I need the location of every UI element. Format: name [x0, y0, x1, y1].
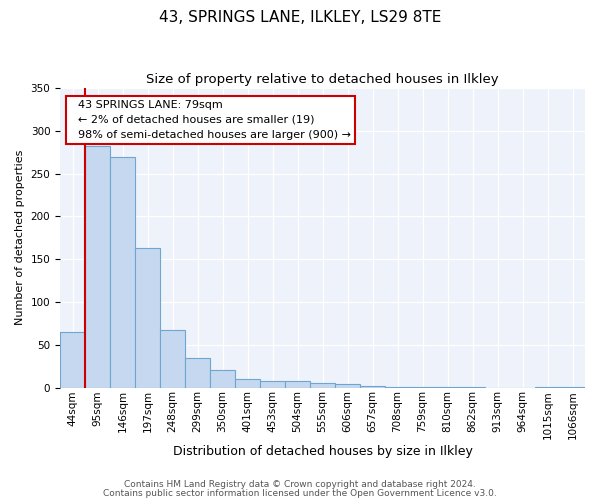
Bar — [285, 380, 310, 388]
Title: Size of property relative to detached houses in Ilkley: Size of property relative to detached ho… — [146, 72, 499, 86]
Text: 43 SPRINGS LANE: 79sqm
  ← 2% of detached houses are smaller (19)
  98% of semi-: 43 SPRINGS LANE: 79sqm ← 2% of detached … — [71, 100, 350, 140]
Bar — [410, 386, 435, 388]
Bar — [160, 330, 185, 388]
Bar — [460, 386, 485, 388]
Bar — [210, 370, 235, 388]
Bar — [560, 386, 585, 388]
Bar — [60, 332, 85, 388]
Text: 43, SPRINGS LANE, ILKLEY, LS29 8TE: 43, SPRINGS LANE, ILKLEY, LS29 8TE — [159, 10, 441, 25]
Bar — [135, 248, 160, 388]
Bar — [110, 156, 135, 388]
Y-axis label: Number of detached properties: Number of detached properties — [15, 150, 25, 326]
Bar — [260, 380, 285, 388]
Bar — [435, 386, 460, 388]
Bar — [235, 379, 260, 388]
Bar — [360, 386, 385, 388]
Bar — [85, 146, 110, 388]
Bar — [335, 384, 360, 388]
Bar — [185, 358, 210, 388]
Bar — [535, 386, 560, 388]
Text: Contains HM Land Registry data © Crown copyright and database right 2024.: Contains HM Land Registry data © Crown c… — [124, 480, 476, 489]
Bar — [310, 384, 335, 388]
X-axis label: Distribution of detached houses by size in Ilkley: Distribution of detached houses by size … — [173, 444, 472, 458]
Bar — [385, 386, 410, 388]
Text: Contains public sector information licensed under the Open Government Licence v3: Contains public sector information licen… — [103, 490, 497, 498]
